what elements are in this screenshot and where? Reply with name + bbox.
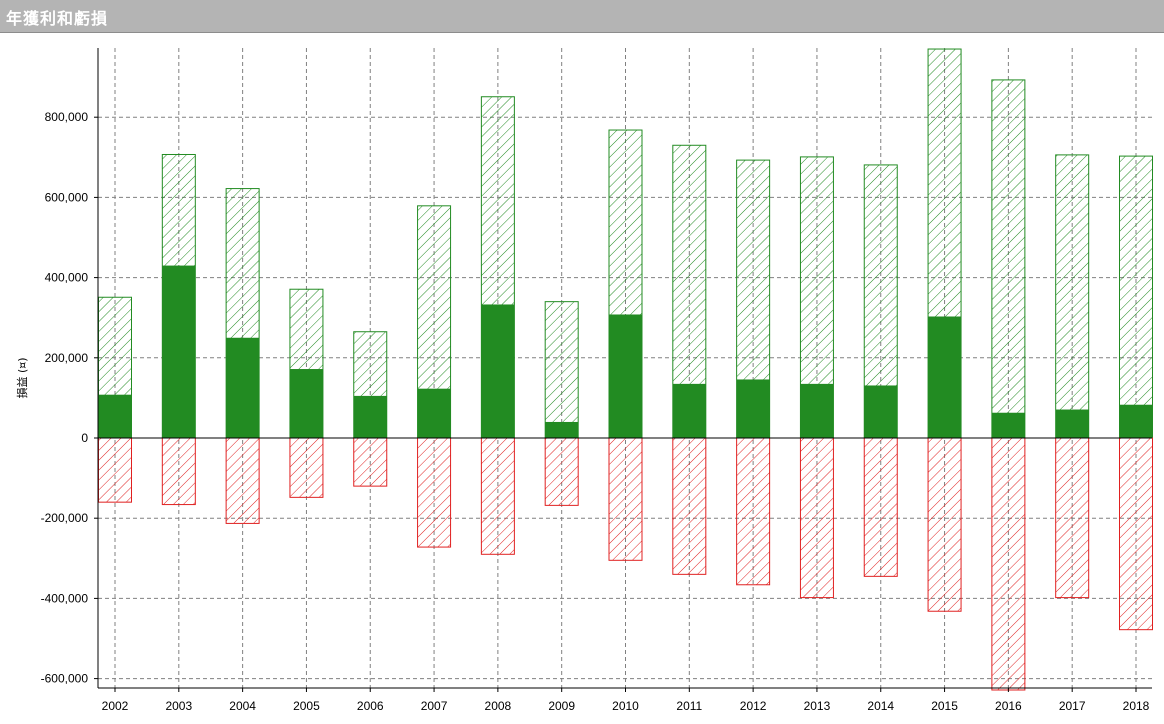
- x-tick-label-2014: 2014: [867, 699, 894, 713]
- x-tick-label-2013: 2013: [804, 699, 831, 713]
- net-profit-bar-2015: [928, 316, 962, 438]
- net-profit-bar-2018: [1119, 404, 1153, 438]
- y-tick-label: -600,000: [41, 672, 89, 686]
- y-tick-label: 0: [81, 431, 88, 445]
- x-tick-label-2004: 2004: [229, 699, 256, 713]
- net-profit-bar-2005: [289, 369, 323, 438]
- x-tick-label-2016: 2016: [995, 699, 1022, 713]
- y-tick-label: -200,000: [41, 511, 89, 525]
- net-profit-bar-2002: [98, 394, 132, 438]
- window-title: 年獲利和虧損: [6, 9, 109, 28]
- gross-loss-bar-2013: [799, 437, 834, 599]
- net-profit-bar-2014: [864, 385, 898, 438]
- gross-loss-bar-2002: [98, 437, 132, 503]
- net-profit-bar-2017: [1055, 409, 1089, 438]
- gross-loss-bar-2010: [608, 437, 643, 561]
- gross-loss-bar-2015: [927, 437, 962, 612]
- y-axis-label: 損益 (¤): [15, 357, 29, 398]
- net-profit-bar-2008: [481, 304, 515, 438]
- gross-loss-bar-2018: [1119, 437, 1153, 631]
- tick-labels: -600,000 -400,000 -200,000 0 200,000 400,000 6…: [41, 110, 1150, 713]
- y-tick-label: 200,000: [45, 351, 89, 365]
- gross-loss-bar-2009: [544, 437, 579, 506]
- net-profit-bar-2009: [545, 421, 579, 438]
- x-tick-label-2012: 2012: [740, 699, 767, 713]
- net-profit-bar-2016: [991, 412, 1025, 438]
- net-profit-bar-2004: [226, 337, 260, 438]
- x-tick-label-2011: 2011: [676, 699, 702, 713]
- gross-profit-bar-2016: [991, 79, 1026, 439]
- x-tick-label-2008: 2008: [485, 699, 512, 713]
- gross-loss-bar-2005: [289, 437, 324, 498]
- net-profit-bar-2012: [736, 379, 770, 438]
- net-profit-bar-2010: [609, 314, 642, 438]
- gross-loss-bar-2011: [672, 437, 707, 575]
- gross-profit-bar-2018: [1119, 155, 1153, 439]
- y-tick-label: -400,000: [41, 591, 89, 605]
- y-tick-label: 600,000: [45, 190, 89, 204]
- x-tick-label-2006: 2006: [357, 699, 384, 713]
- annual-profit-loss-chart: -600,000 -400,000 -200,000 0 200,000 400,000 6…: [15, 48, 1153, 713]
- gross-loss-bar-2012: [736, 437, 771, 586]
- gross-profit-bar-2017: [1055, 154, 1090, 439]
- gross-loss-bar-2008: [480, 437, 515, 555]
- x-tick-label-2010: 2010: [612, 699, 639, 713]
- net-profit-bar-2013: [800, 383, 834, 438]
- title-bar: 年獲利和虧損: [0, 0, 1164, 33]
- x-tick-label-2005: 2005: [293, 699, 320, 713]
- y-tick-label: 400,000: [45, 271, 89, 285]
- x-tick-label-2017: 2017: [1059, 699, 1086, 713]
- x-tick-label-2003: 2003: [165, 699, 192, 713]
- gross-loss-bar-2006: [353, 437, 388, 487]
- gross-profit-bar-2009: [544, 301, 579, 439]
- y-tick-label: 800,000: [45, 110, 89, 124]
- net-profit-bar-2006: [353, 395, 387, 438]
- x-tick-label-2007: 2007: [421, 699, 448, 713]
- x-tick-label-2009: 2009: [548, 699, 575, 713]
- bars: [98, 48, 1153, 691]
- net-profit-bar-2011: [672, 383, 706, 438]
- x-tick-label-2015: 2015: [931, 699, 958, 713]
- x-tick-label-2002: 2002: [102, 699, 129, 713]
- x-tick-label-2018: 2018: [1123, 699, 1150, 713]
- net-profit-bar-2007: [417, 388, 451, 438]
- net-profit-bar-2003: [162, 265, 196, 438]
- gross-loss-bar-2016: [991, 437, 1026, 691]
- gross-loss-bar-2007: [417, 437, 452, 548]
- gross-loss-bar-2003: [161, 437, 196, 506]
- gross-loss-bar-2017: [1055, 437, 1090, 599]
- axes: [94, 48, 1152, 692]
- gross-loss-bar-2004: [225, 437, 260, 524]
- gross-loss-bar-2014: [863, 437, 898, 577]
